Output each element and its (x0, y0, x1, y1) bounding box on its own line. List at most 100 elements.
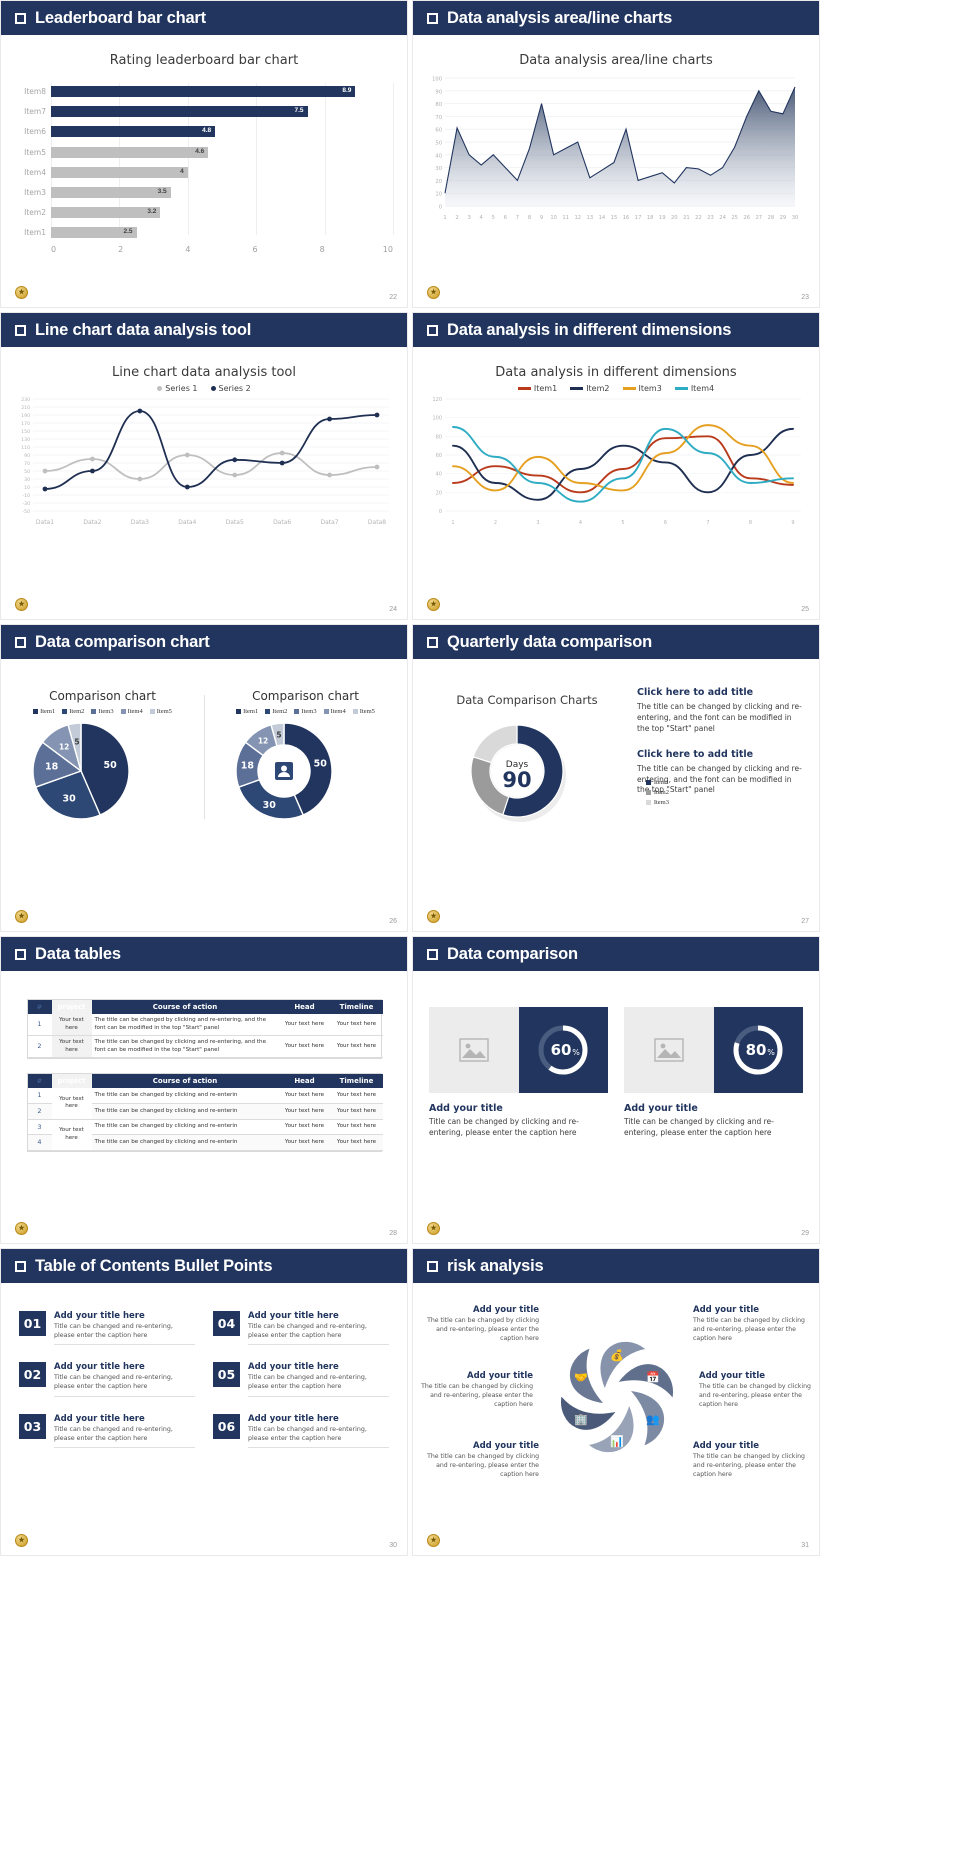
svg-text:60: 60 (435, 128, 442, 134)
block-text: The title can be changed by clicking and… (637, 763, 802, 795)
legend-item: Item5 (149, 708, 172, 715)
slide-area-line-charts[interactable]: Data analysis area/line charts Data anal… (412, 0, 820, 308)
table-row[interactable]: 2 The title can be changed by clicking an… (27, 1103, 383, 1120)
svg-text:5: 5 (74, 738, 79, 747)
toc-item[interactable]: 06 Add your title here Title can be change… (213, 1413, 389, 1448)
slide-data-tables[interactable]: Data tables # project Course of action Head… (0, 936, 408, 1244)
risk-title[interactable]: Add your title (472, 1441, 539, 1451)
toc-title[interactable]: Add your title here (54, 1362, 145, 1373)
block-title[interactable]: Click here to add title (637, 748, 754, 760)
legend-line-icon (622, 387, 636, 390)
toc-title[interactable]: Add your title here (54, 1413, 145, 1424)
table-row[interactable]: 1 Your text here The title can be changed … (27, 1088, 383, 1120)
slide-line-chart-tool[interactable]: Line chart data analysis tool Line chart… (0, 312, 408, 620)
svg-text:1: 1 (443, 215, 446, 221)
toc-text: Title can be changed and re-entering, pl… (248, 1323, 367, 1340)
table-row[interactable]: 1 Your text here The title can be changed … (27, 1014, 383, 1037)
risk-label[interactable]: Add your title The title can be changed b… (693, 1441, 811, 1480)
legend-swatch-icon (91, 709, 97, 714)
legend-item: Item3 (622, 384, 662, 393)
slide-leaderboard-bar-chart[interactable]: Leaderboard bar chart Rating leaderboard… (0, 0, 408, 308)
risk-label[interactable]: Add your title The title can be changed b… (699, 1371, 817, 1410)
risk-label[interactable]: Add your title The title can be changed b… (415, 1371, 533, 1410)
svg-text:10: 10 (550, 215, 557, 221)
svg-text:80: 80 (435, 102, 442, 108)
toc-title[interactable]: Add your title here (248, 1413, 339, 1424)
slide-data-comparison[interactable]: Data comparison 60% Add your title Title c… (412, 936, 820, 1244)
data-table-1[interactable]: # project Course of action Head Timeline 1 You… (27, 1000, 383, 1059)
toc-item[interactable]: 05 Add your title here Title can be change… (213, 1362, 389, 1397)
risk-title[interactable]: Add your title (466, 1371, 533, 1381)
watermark-badge: ★ (15, 1534, 28, 1547)
slide-data-comparison-chart[interactable]: Data comparison chart Comparison chart I… (0, 624, 408, 932)
legend-item: Item3 (645, 799, 669, 806)
bar-row: Item8 8.9 (15, 83, 393, 100)
slide-risk-analysis[interactable]: risk analysis 💰 📅 👥 📊 🏢 🤝 Add your title The t… (412, 1248, 820, 1556)
image-placeholder[interactable] (624, 1007, 714, 1093)
watermark-badge: ★ (427, 1222, 440, 1235)
toc-column: 01 Add your title here Title can be change… (19, 1311, 195, 1465)
bar-label: Item2 (24, 208, 46, 218)
image-placeholder[interactable] (429, 1007, 519, 1093)
text-blocks: Click here to add title The title can be… (637, 671, 805, 833)
page-number: 23 (801, 294, 809, 301)
card-title[interactable]: Add your title (429, 1103, 503, 1114)
risk-title[interactable]: Add your title (693, 1441, 760, 1451)
toc-title[interactable]: Add your title here (54, 1311, 145, 1321)
bar-row: Item7 7.5 (15, 103, 393, 120)
risk-title[interactable]: Add your title (699, 1371, 766, 1381)
legend-swatch-icon (645, 780, 651, 785)
slide-body: Data analysis area/line charts 0 10 20 30 40… (413, 35, 819, 307)
page-number: 31 (801, 1542, 809, 1549)
watermark-badge: ★ (15, 910, 28, 923)
svg-text:20: 20 (436, 490, 442, 496)
bar-row: Item4 4 (15, 164, 393, 181)
svg-text:11: 11 (562, 215, 569, 221)
chart-title: Line chart data analysis tool (112, 365, 296, 380)
watermark-badge: ★ (427, 598, 440, 611)
toc-item[interactable]: 04 Add your title here Title can be change… (213, 1311, 389, 1346)
risk-label[interactable]: Add your title The title can be changed b… (693, 1305, 811, 1344)
bar-label: Item3 (24, 187, 46, 197)
data-table-2[interactable]: # project Course of action Head Timeline 1 You… (27, 1074, 383, 1152)
toc-item[interactable]: 02 Add your title here Title can be change… (19, 1362, 195, 1397)
toc-item[interactable]: 01 Add your title here Title can be change… (19, 1311, 195, 1346)
x-tick: 0 (51, 244, 57, 254)
toc-item[interactable]: 03 Add your title here Title can be change… (19, 1413, 195, 1448)
risk-title[interactable]: Add your title (472, 1305, 539, 1315)
toc-text: Title can be changed and re-entering, pl… (54, 1374, 173, 1391)
slide-different-dimensions[interactable]: Data analysis in different dimensions Da… (412, 312, 820, 620)
svg-text:Data7: Data7 (320, 519, 338, 526)
risk-label[interactable]: Add your title The title can be changed b… (421, 1441, 539, 1480)
slide-body: Data analysis in different dimensions It… (413, 347, 819, 619)
risk-title[interactable]: Add your title (693, 1305, 760, 1315)
table-1-container: # project Course of action Head Timeline 1 You… (26, 999, 383, 1060)
svg-text:19: 19 (659, 215, 666, 221)
table-header-cell: Head (278, 1000, 331, 1014)
block-title[interactable]: Click here to add title (637, 687, 754, 698)
toc-title[interactable]: Add your title here (248, 1311, 339, 1321)
pie-chart-panel: Comparison chart Item1 Item2 Item3 Item4 Ite… (1, 689, 204, 829)
table-row[interactable]: 2 Your text here The title can be changed … (27, 1035, 383, 1059)
page-number: 28 (389, 1230, 397, 1237)
slide-header-title: Leaderboard bar chart (35, 8, 206, 27)
bar-row: Item3 3.5 (15, 184, 393, 201)
svg-text:📊: 📊 (610, 1435, 624, 1448)
svg-text:130: 130 (21, 437, 30, 443)
card-title[interactable]: Add your title (624, 1103, 698, 1114)
slide-body: 60% Add your title Title can be changed by… (413, 971, 819, 1243)
square-bullet-icon (15, 948, 26, 960)
table-row[interactable]: 4 The title can be changed by clicking an… (27, 1134, 383, 1152)
slide-table-of-contents[interactable]: Table of Contents Bullet Points 01 Add yo… (0, 1248, 408, 1556)
table-cell: Your text here (278, 1088, 331, 1104)
watermark-badge: ★ (15, 1222, 28, 1235)
legend-item: Series 1 (157, 384, 198, 393)
legend-item: Item1 (236, 708, 258, 715)
risk-text: The title can be changed by clicking and… (427, 1453, 539, 1478)
svg-text:Data4: Data4 (178, 519, 196, 526)
slide-quarterly-data-comparison[interactable]: Quarterly data comparison Data Compariso… (412, 624, 820, 932)
table-row[interactable]: 3 Your text here The title can be changed … (27, 1119, 383, 1152)
risk-label[interactable]: Add your title The title can be changed b… (421, 1305, 539, 1344)
toc-title[interactable]: Add your title here (248, 1362, 339, 1373)
donut-panel: Data Comparison Charts Days 90 (427, 671, 627, 833)
